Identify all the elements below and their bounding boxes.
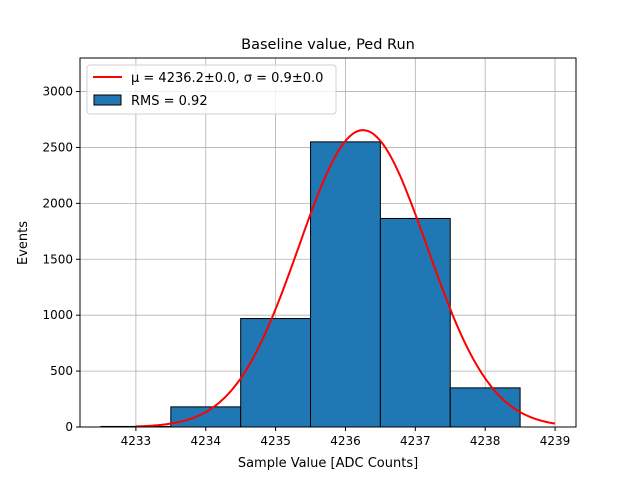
bars [100,141,521,428]
x-tick-label: 4238 [470,434,501,448]
y-tick-label: 2000 [42,196,73,210]
legend-rms-swatch [93,94,122,106]
histogram-bar [240,318,312,428]
y-tick-label: 3000 [42,85,73,99]
gaussian-fit-line [135,129,556,428]
y-tick-label: 1500 [42,252,73,266]
x-ticks: 4233 4234 4235 4236 4237 4238 4239 [121,427,571,448]
x-tick-label: 4233 [121,434,152,448]
histogram-bar [310,141,381,428]
x-tick-label: 4236 [330,434,361,448]
y-tick-label: 1000 [42,308,73,322]
legend-rms-label: RMS = 0.92 [131,94,208,109]
x-tick-label: 4235 [260,434,291,448]
histogram-bar [170,406,242,428]
x-axis-label: Sample Value [ADC Counts] [238,456,418,471]
axes-frame [79,57,577,428]
y-axis-label: Events [16,221,31,265]
x-tick-label: 4239 [540,434,571,448]
y-tick-label: 0 [65,420,73,434]
chart-title: Baseline value, Ped Run [241,37,415,53]
legend-fit-label: μ = 4236.2±0.0, σ = 0.9±0.0 [131,71,323,86]
histogram-bar [449,387,521,428]
histogram-bar [379,217,451,428]
y-tick-label: 500 [50,364,73,378]
legend: μ = 4236.2±0.0, σ = 0.9±0.0 RMS = 0.92 [86,64,337,115]
x-tick-label: 4234 [190,434,221,448]
y-tick-label: 2500 [42,140,73,154]
y-ticks: 0 500 1000 1500 2000 2500 3000 [42,85,80,434]
x-tick-label: 4237 [400,434,431,448]
